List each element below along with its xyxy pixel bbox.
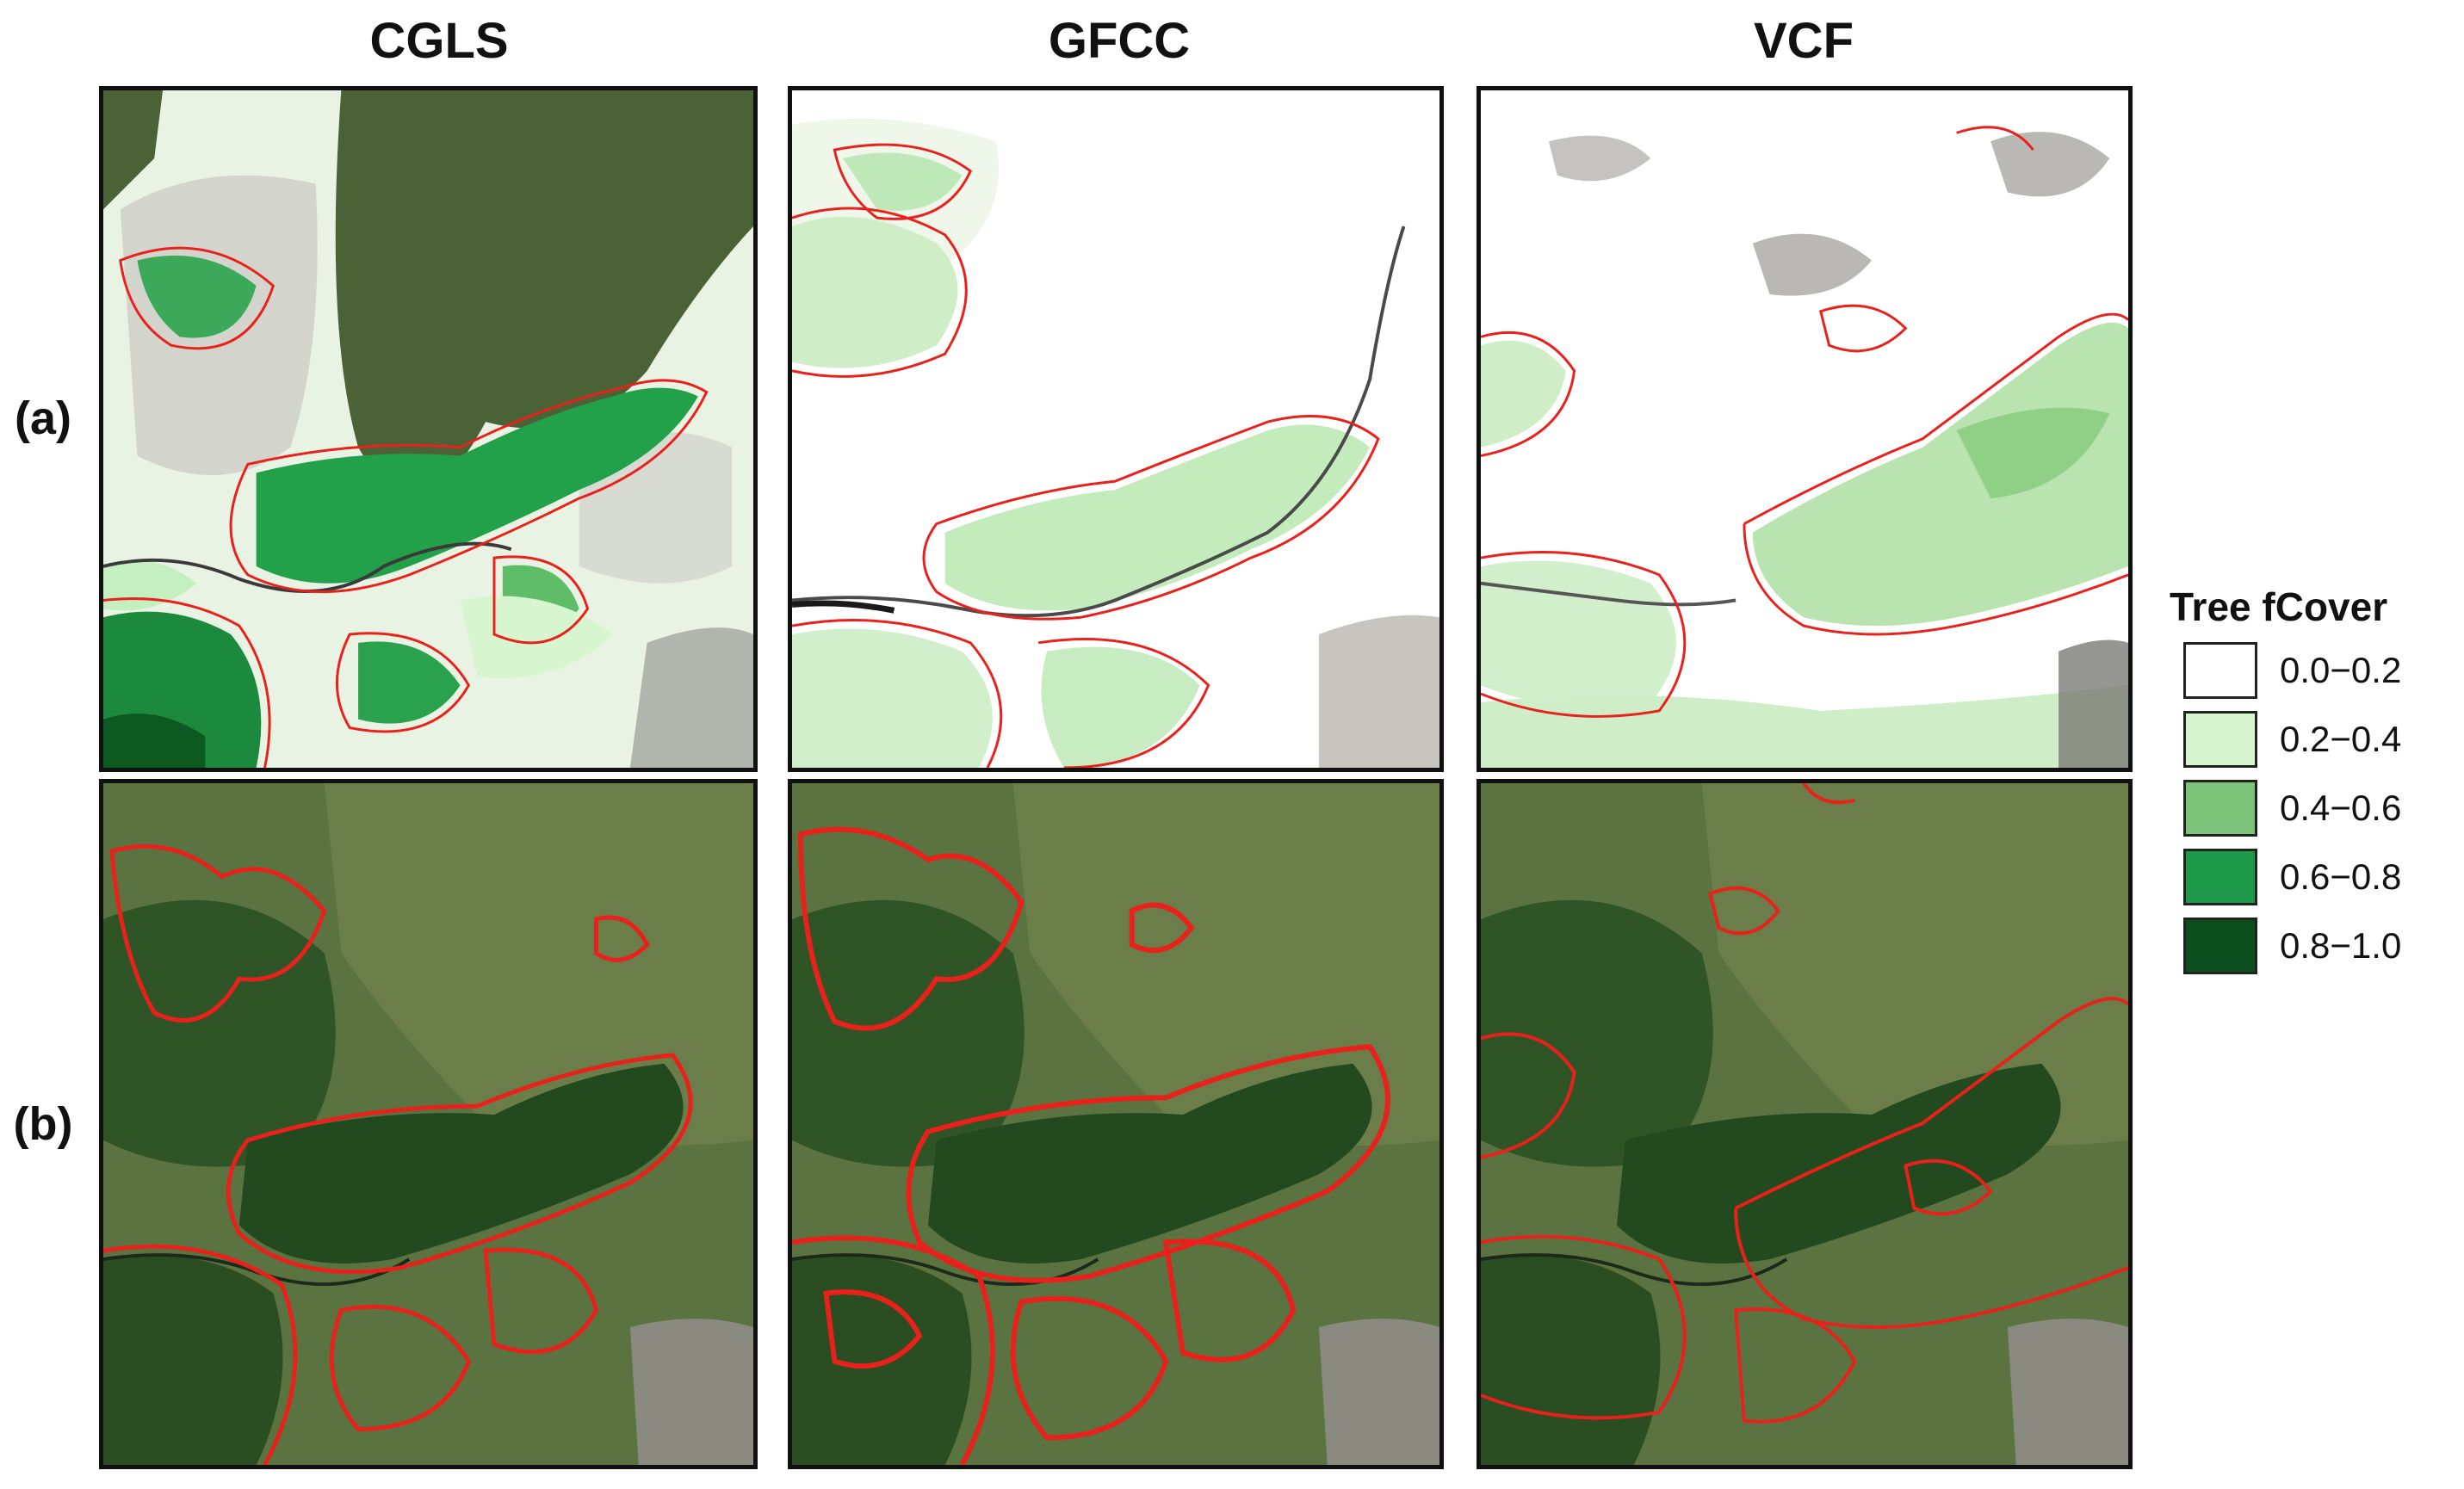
legend-label: 0.6−0.8 bbox=[2280, 856, 2402, 897]
satellite-panel-b-vcf bbox=[1477, 779, 2133, 1469]
map-panel-a-vcf bbox=[1477, 86, 2133, 772]
legend-item: 0.4−0.6 bbox=[2170, 775, 2454, 843]
legend-label: 0.4−0.6 bbox=[2280, 788, 2402, 828]
column-title-gfcc: GFCC bbox=[1048, 13, 1191, 69]
gfcc-fcover-map bbox=[792, 90, 1439, 768]
legend-item: 0.2−0.4 bbox=[2170, 706, 2454, 775]
gfcc-satellite-outline bbox=[792, 783, 1439, 1465]
column-title-cgls: CGLS bbox=[369, 13, 509, 69]
legend-title: Tree fCover bbox=[2170, 584, 2388, 629]
map-panel-a-cgls bbox=[99, 86, 758, 772]
satellite-panel-b-cgls bbox=[99, 779, 758, 1469]
vcf-satellite-outline bbox=[1481, 783, 2128, 1465]
legend-swatch bbox=[2183, 917, 2257, 974]
legend-swatch bbox=[2183, 849, 2257, 905]
map-panel-a-gfcc bbox=[788, 86, 1444, 772]
legend-swatch bbox=[2183, 780, 2257, 837]
legend-item: 0.0−0.2 bbox=[2170, 637, 2454, 706]
legend-label: 0.0−0.2 bbox=[2280, 650, 2402, 690]
legend-items: 0.0−0.2 0.2−0.4 0.4−0.6 0.6−0.8 0.8−1.0 bbox=[2170, 637, 2454, 981]
row-label-b: (b) bbox=[13, 1098, 73, 1150]
row-label-a: (a) bbox=[15, 392, 71, 444]
legend-swatch bbox=[2183, 642, 2257, 699]
legend-item: 0.6−0.8 bbox=[2170, 843, 2454, 912]
legend-label: 0.2−0.4 bbox=[2280, 719, 2402, 759]
legend-label: 0.8−1.0 bbox=[2280, 925, 2402, 966]
legend-swatch bbox=[2183, 711, 2257, 768]
legend-item: 0.8−1.0 bbox=[2170, 912, 2454, 981]
satellite-panel-b-gfcc bbox=[788, 779, 1444, 1469]
cgls-fcover-map bbox=[103, 90, 753, 768]
column-title-vcf: VCF bbox=[1754, 13, 1854, 69]
legend: Tree fCover 0.0−0.2 0.2−0.4 0.4−0.6 0.6−0.8… bbox=[2170, 577, 2454, 981]
vcf-fcover-map bbox=[1481, 90, 2128, 768]
cgls-satellite-outline bbox=[103, 783, 753, 1465]
